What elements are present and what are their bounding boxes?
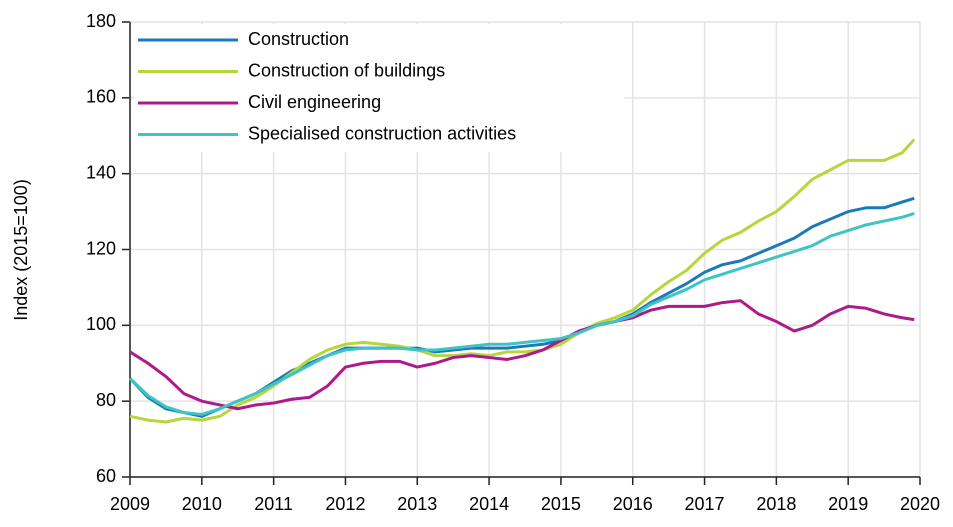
x-tick-label: 2009 (110, 494, 150, 514)
legend-label: Civil engineering (248, 92, 381, 112)
x-tick-label: 2013 (397, 494, 437, 514)
y-tick-label: 60 (96, 466, 116, 486)
x-tick-label: 2019 (828, 494, 868, 514)
y-tick-label: 120 (86, 238, 116, 258)
x-tick-label: 2012 (325, 494, 365, 514)
y-axis-label: Index (2015=100) (11, 179, 31, 321)
y-tick-label: 140 (86, 162, 116, 182)
line (128, 196, 915, 418)
legend-box (134, 24, 624, 152)
line (128, 212, 915, 416)
x-tick-label: 2017 (685, 494, 725, 514)
y-tick-label: 100 (86, 314, 116, 334)
legend-label: Construction (248, 29, 349, 49)
x-tick-label: 2014 (469, 494, 509, 514)
line (129, 299, 915, 411)
x-tick-label: 2011 (254, 494, 293, 514)
x-tick-label: 2015 (541, 494, 581, 514)
y-tick-label: 160 (86, 87, 116, 107)
legend-label: Construction of buildings (248, 60, 445, 80)
y-tick-label: 180 (86, 11, 116, 31)
legend-label: Specialised construction activities (248, 123, 516, 143)
x-tick-label: 2020 (900, 494, 940, 514)
y-tick-label: 80 (96, 390, 116, 410)
x-tick-label: 2018 (756, 494, 796, 514)
line (129, 138, 916, 424)
x-tick-label: 2016 (613, 494, 653, 514)
x-tick-label: 2010 (182, 494, 222, 514)
